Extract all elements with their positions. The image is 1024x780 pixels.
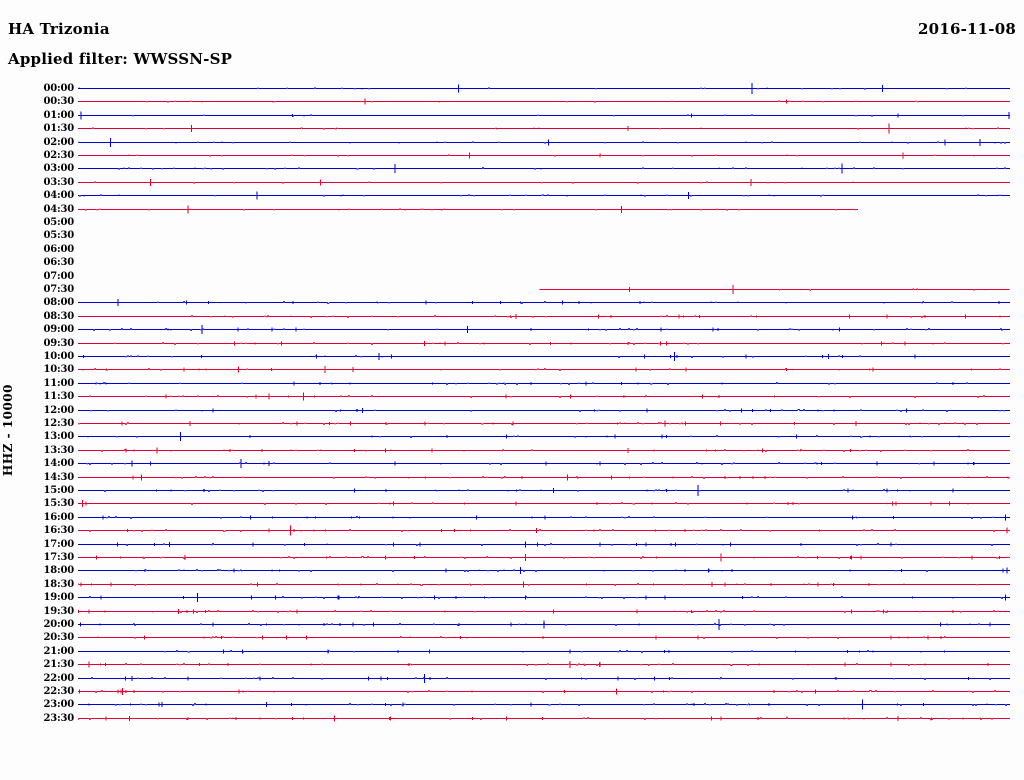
seismic-trace — [78, 609, 1010, 614]
time-label: 08:00 — [43, 296, 74, 308]
time-label: 23:30 — [43, 712, 74, 724]
seismic-trace — [77, 87, 1010, 90]
time-axis-labels: 00:00 00:30 01:00 01:30 02:00 02:30 03:00 03:30… — [12, 82, 74, 772]
seismic-trace — [78, 327, 1010, 332]
seismic-trace — [77, 141, 1010, 144]
time-label: 22:30 — [43, 685, 74, 697]
seismic-trace — [77, 475, 1011, 480]
seismic-trace — [539, 288, 1010, 291]
time-label: 08:30 — [43, 310, 74, 322]
time-label: 04:30 — [43, 203, 74, 215]
seismic-trace — [78, 208, 858, 211]
time-label: 13:30 — [43, 444, 74, 456]
time-label: 03:00 — [43, 162, 74, 174]
time-label: 01:30 — [43, 122, 74, 134]
record-date: 2016-11-08 — [918, 20, 1016, 38]
time-label: 21:00 — [43, 645, 74, 657]
seismic-trace — [78, 542, 1010, 547]
seismic-trace — [78, 702, 1010, 707]
seismic-trace — [78, 461, 1010, 466]
seismic-trace — [78, 434, 1010, 439]
time-label: 15:00 — [43, 484, 74, 496]
time-label: 00:30 — [43, 95, 74, 107]
seismic-trace — [78, 381, 1010, 386]
time-label: 12:00 — [43, 404, 74, 416]
time-label: 03:30 — [43, 176, 74, 188]
helicorder-plot: 00:00 00:30 01:00 01:30 02:00 02:30 03:00 03:30… — [0, 82, 1024, 772]
seismic-trace — [78, 649, 1010, 654]
time-label: 05:00 — [43, 216, 74, 228]
seismic-trace — [78, 181, 1010, 184]
time-label: 19:30 — [43, 605, 74, 617]
time-label: 23:00 — [43, 698, 74, 710]
seismic-trace — [78, 100, 1010, 103]
time-label: 21:30 — [43, 658, 74, 670]
seismic-trace — [78, 488, 1010, 493]
seismic-trace — [78, 528, 1010, 533]
time-label: 07:30 — [43, 283, 74, 295]
time-label: 07:00 — [43, 270, 74, 282]
seismic-trace — [78, 154, 1010, 157]
time-label: 13:00 — [43, 430, 74, 442]
time-label: 09:30 — [43, 337, 74, 349]
seismic-trace — [77, 716, 1010, 721]
time-label: 22:00 — [43, 672, 74, 684]
time-label: 16:30 — [43, 524, 74, 536]
time-label: 17:30 — [43, 551, 74, 563]
time-label: 15:30 — [43, 497, 74, 509]
seismic-trace — [78, 676, 1010, 681]
seismic-trace — [78, 662, 1010, 667]
station-title: HA Trizonia — [8, 20, 110, 38]
seismic-trace — [78, 568, 1010, 573]
time-label: 06:00 — [43, 243, 74, 255]
seismic-trace — [78, 689, 1010, 694]
time-label: 04:00 — [43, 189, 74, 201]
seismic-trace — [78, 394, 1010, 399]
time-label: 06:30 — [43, 256, 74, 268]
time-label: 19:00 — [43, 591, 74, 603]
seismic-trace — [78, 114, 1010, 117]
seismic-trace — [78, 408, 1010, 413]
time-label: 18:00 — [43, 564, 74, 576]
seismic-trace — [78, 167, 1010, 170]
time-label: 09:00 — [43, 323, 74, 335]
applied-filter-label: Applied filter: WWSSN-SP — [8, 50, 233, 68]
time-label: 01:00 — [43, 109, 74, 121]
time-label: 02:30 — [43, 149, 74, 161]
seismic-trace — [78, 367, 1010, 372]
seismic-trace — [78, 515, 1010, 520]
trace-canvas — [77, 82, 1011, 722]
seismic-trace — [78, 635, 1010, 640]
seismic-trace — [78, 448, 1010, 453]
time-label: 00:00 — [43, 82, 74, 94]
time-label: 11:00 — [43, 377, 74, 389]
time-label: 10:00 — [43, 350, 74, 362]
seismic-trace — [77, 582, 1010, 587]
time-label: 17:00 — [43, 538, 74, 550]
seismic-trace — [78, 354, 1010, 359]
time-label: 12:30 — [43, 417, 74, 429]
time-label: 20:30 — [43, 631, 74, 643]
time-label: 16:00 — [43, 511, 74, 523]
time-label: 14:00 — [43, 457, 74, 469]
time-label: 10:30 — [43, 363, 74, 375]
time-label: 18:30 — [43, 578, 74, 590]
time-label: 14:30 — [43, 471, 74, 483]
seismic-trace — [77, 421, 1010, 426]
time-label: 20:00 — [43, 618, 74, 630]
seismic-trace — [78, 300, 1010, 305]
seismic-trace — [78, 501, 1010, 506]
time-label: 11:30 — [43, 390, 74, 402]
seismic-trace — [78, 341, 1010, 346]
time-label: 02:00 — [43, 136, 74, 148]
seismic-trace — [78, 194, 1010, 197]
seismic-trace — [78, 555, 1010, 560]
seismic-trace — [78, 127, 1010, 130]
seismic-trace — [78, 314, 1010, 319]
seismic-trace — [78, 595, 1010, 600]
time-label: 05:30 — [43, 229, 74, 241]
